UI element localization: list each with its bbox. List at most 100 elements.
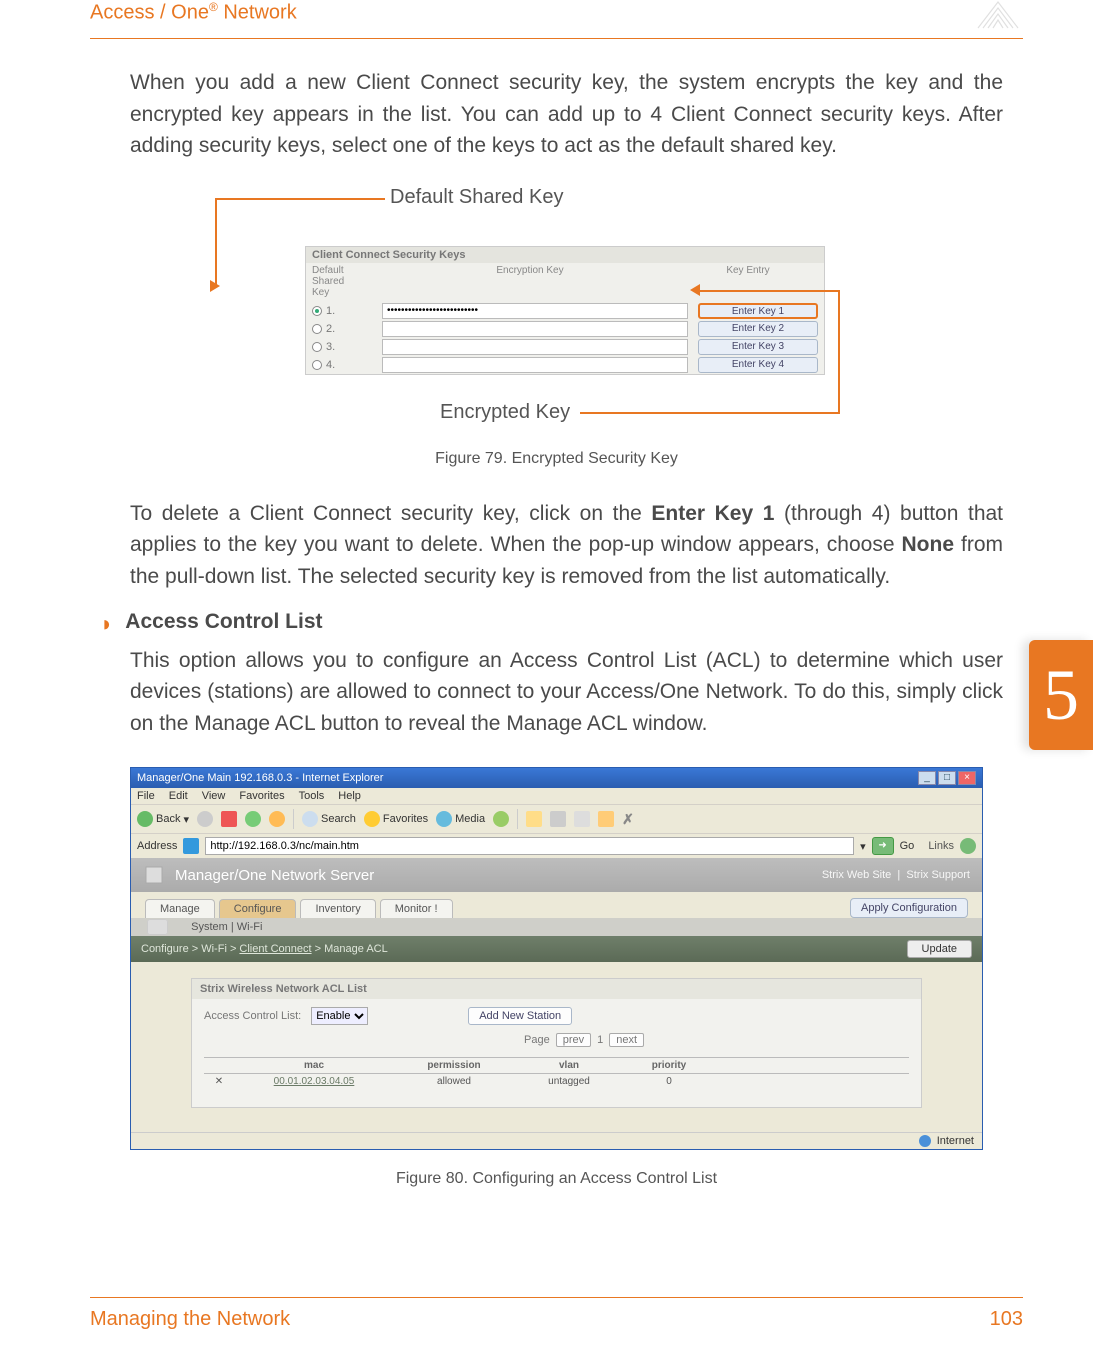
subtabs-label[interactable]: System | Wi-Fi (191, 921, 262, 933)
p2-bold2: None (902, 533, 955, 556)
col-perm: permission (394, 1058, 514, 1073)
menu-item[interactable]: Favorites (239, 790, 284, 802)
col-vlan: vlan (514, 1058, 624, 1073)
enter-key-button[interactable]: Enter Key 3 (698, 339, 818, 355)
enter-key-button[interactable]: Enter Key 1 (698, 303, 818, 319)
menu-item[interactable]: View (202, 790, 226, 802)
encryption-key-input[interactable] (382, 339, 688, 355)
update-button[interactable]: Update (907, 940, 972, 958)
folder-button[interactable] (598, 811, 614, 827)
tab-manage[interactable]: Manage (145, 899, 215, 918)
row-num: 2. (326, 323, 335, 335)
menu-item[interactable]: Edit (169, 790, 188, 802)
stop-button[interactable] (221, 811, 237, 827)
encryption-key-input[interactable] (382, 321, 688, 337)
internet-icon (919, 1135, 931, 1147)
page-footer: Managing the Network 103 (90, 1297, 1023, 1331)
forward-button[interactable] (197, 811, 213, 827)
close-button[interactable]: × (958, 771, 976, 785)
media-button[interactable]: Media (436, 811, 485, 827)
mgr-subtabs: System | Wi-Fi (131, 918, 982, 936)
col-prio: priority (624, 1058, 714, 1073)
breadcrumb: Configure > Wi-Fi > Client Connect > Man… (131, 936, 982, 962)
subtab-box (147, 919, 168, 935)
bullet-heading: Access Control List (125, 610, 322, 639)
shared-key-radio[interactable] (312, 342, 322, 352)
address-input[interactable] (205, 837, 854, 855)
acl-table-row: ✕ 00.01.02.03.04.05 allowed untagged 0 (204, 1074, 909, 1089)
favorites-button[interactable]: Favorites (364, 811, 428, 827)
col-mac: mac (234, 1058, 394, 1073)
callout-encrypted-key: Encrypted Key (440, 401, 570, 424)
paragraph-1: When you add a new Client Connect securi… (130, 67, 1003, 162)
bullet-icon: ◗ (100, 610, 113, 639)
enter-key-button[interactable]: Enter Key 4 (698, 357, 818, 373)
header-title-pre: Access / One (90, 2, 209, 24)
enter-key-button[interactable]: Enter Key 2 (698, 321, 818, 337)
encryption-key-input[interactable] (382, 303, 688, 319)
fav-label: Favorites (383, 813, 428, 825)
acl-label: Access Control List: (204, 1010, 301, 1022)
bc-link[interactable]: Client Connect (239, 943, 311, 955)
tab-monitor[interactable]: Monitor ! (380, 899, 453, 918)
maximize-button[interactable]: □ (938, 771, 956, 785)
tab-inventory[interactable]: Inventory (300, 899, 375, 918)
page-num: 1 (597, 1034, 603, 1046)
go-button[interactable]: ➜ (872, 837, 894, 855)
key-row: 4. Enter Key 4 (306, 356, 824, 374)
row-num: 4. (326, 359, 335, 371)
key-row: 3.Enter Key 3 (306, 338, 824, 356)
key-row: 2. Enter Key 2 (306, 320, 824, 338)
home-button[interactable] (269, 811, 285, 827)
tab-configure[interactable]: Configure (219, 899, 297, 918)
add-station-button[interactable]: Add New Station (468, 1007, 572, 1025)
chapter-tab: 5 (1029, 640, 1093, 750)
figure-80-caption: Figure 80. Configuring an Access Control… (90, 1170, 1023, 1188)
history-button[interactable] (493, 811, 509, 827)
refresh-button[interactable] (245, 811, 261, 827)
menu-item[interactable]: Tools (299, 790, 325, 802)
shared-key-radio[interactable] (312, 360, 322, 370)
minimize-button[interactable]: _ (918, 771, 936, 785)
header-title-sup: ® (209, 0, 218, 14)
back-button[interactable]: Back ▾ (137, 811, 189, 827)
mgr-header: Manager/One Network Server Strix Web Sit… (131, 858, 982, 892)
p2-bold1: Enter Key 1 (651, 502, 774, 525)
bc-post: > Manage ACL (312, 943, 388, 955)
next-button[interactable]: next (609, 1033, 644, 1047)
search-button[interactable]: Search (302, 811, 356, 827)
acl-panel-title: Strix Wireless Network ACL List (192, 979, 921, 999)
shared-key-radio[interactable] (312, 324, 322, 334)
encryption-key-input[interactable] (382, 357, 688, 373)
addr-label: Address (137, 840, 177, 852)
figure-79-caption: Figure 79. Encrypted Security Key (90, 450, 1023, 468)
shared-key-radio[interactable] (312, 306, 322, 316)
acl-panel: Strix Wireless Network ACL List Access C… (191, 978, 922, 1108)
acl-table-head: mac permission vlan priority (204, 1057, 909, 1074)
col-encryption: Encryption Key (382, 265, 678, 298)
page-label: Page (524, 1034, 550, 1046)
row-num: 1. (326, 305, 335, 317)
acl-body: Strix Wireless Network ACL List Access C… (131, 962, 982, 1132)
row-perm: allowed (394, 1074, 514, 1089)
mail-button[interactable] (526, 811, 542, 827)
strix-support-link[interactable]: Strix Support (906, 869, 970, 881)
ie-title: Manager/One Main 192.168.0.3 - Internet … (137, 772, 383, 784)
row-mac[interactable]: 00.01.02.03.04.05 (234, 1074, 394, 1089)
print-button[interactable] (550, 811, 566, 827)
edit-button[interactable] (574, 811, 590, 827)
footer-left: Managing the Network (90, 1308, 290, 1331)
menu-item[interactable]: File (137, 790, 155, 802)
paragraph-2: To delete a Client Connect security key,… (130, 498, 1003, 593)
prev-button[interactable]: prev (556, 1033, 591, 1047)
paragraph-3: This option allows you to configure an A… (130, 645, 1003, 740)
status-text: Internet (937, 1135, 974, 1147)
apply-configuration-button[interactable]: Apply Configuration (850, 898, 968, 918)
strix-site-link[interactable]: Strix Web Site (822, 869, 892, 881)
mgr-tabs: ManageConfigureInventory Monitor ! Apply C… (131, 892, 982, 918)
media-label: Media (455, 813, 485, 825)
acl-enable-select[interactable]: Enable (311, 1007, 368, 1025)
extra-button[interactable]: ✗ (622, 811, 634, 828)
menu-item[interactable]: Help (338, 790, 361, 802)
delete-row-icon[interactable]: ✕ (204, 1074, 234, 1089)
